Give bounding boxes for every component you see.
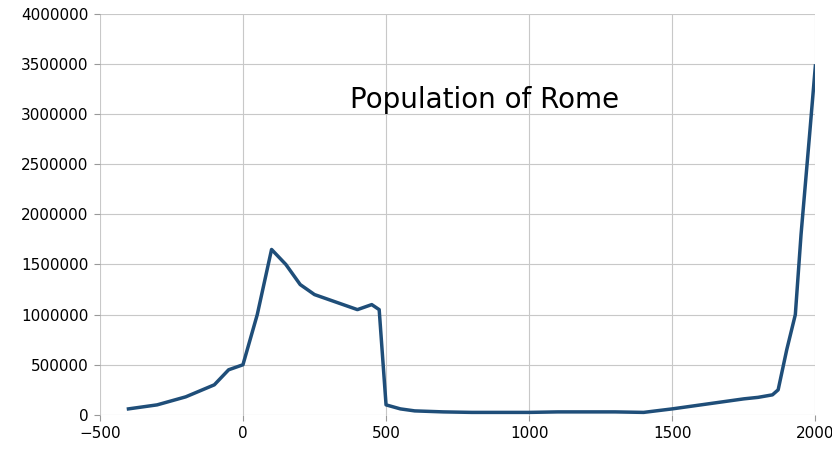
Text: Population of Rome: Population of Rome	[350, 86, 619, 114]
